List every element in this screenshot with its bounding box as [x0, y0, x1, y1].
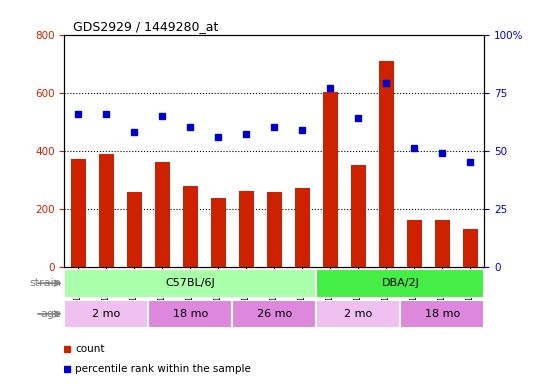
Bar [127, 192, 142, 267]
Bar [323, 92, 338, 267]
Bar [99, 154, 114, 267]
Text: C57BL/6J: C57BL/6J [166, 278, 215, 288]
Bar [400, 300, 484, 328]
Text: 26 mo: 26 mo [257, 309, 292, 319]
Bar [295, 189, 310, 267]
Bar [155, 162, 170, 267]
Bar [64, 300, 148, 328]
Bar [463, 228, 478, 267]
Bar [316, 269, 484, 298]
Bar [379, 61, 394, 267]
Bar [239, 191, 254, 267]
Bar [435, 220, 450, 267]
Text: 18 mo: 18 mo [173, 309, 208, 319]
Text: count: count [75, 344, 104, 354]
Text: percentile rank within the sample: percentile rank within the sample [75, 364, 251, 374]
Text: 2 mo: 2 mo [92, 309, 120, 319]
Bar [232, 300, 316, 328]
Bar [407, 220, 422, 267]
Text: strain: strain [30, 278, 62, 288]
Bar [211, 198, 226, 267]
Text: age: age [41, 309, 62, 319]
Bar [148, 300, 232, 328]
Bar [183, 186, 198, 267]
Text: 2 mo: 2 mo [344, 309, 372, 319]
Text: 18 mo: 18 mo [425, 309, 460, 319]
Text: DBA/2J: DBA/2J [381, 278, 419, 288]
Bar [71, 159, 86, 267]
Bar [64, 269, 316, 298]
Text: GDS2929 / 1449280_at: GDS2929 / 1449280_at [73, 20, 218, 33]
Bar [316, 300, 400, 328]
Bar [351, 165, 366, 267]
Bar [267, 192, 282, 267]
